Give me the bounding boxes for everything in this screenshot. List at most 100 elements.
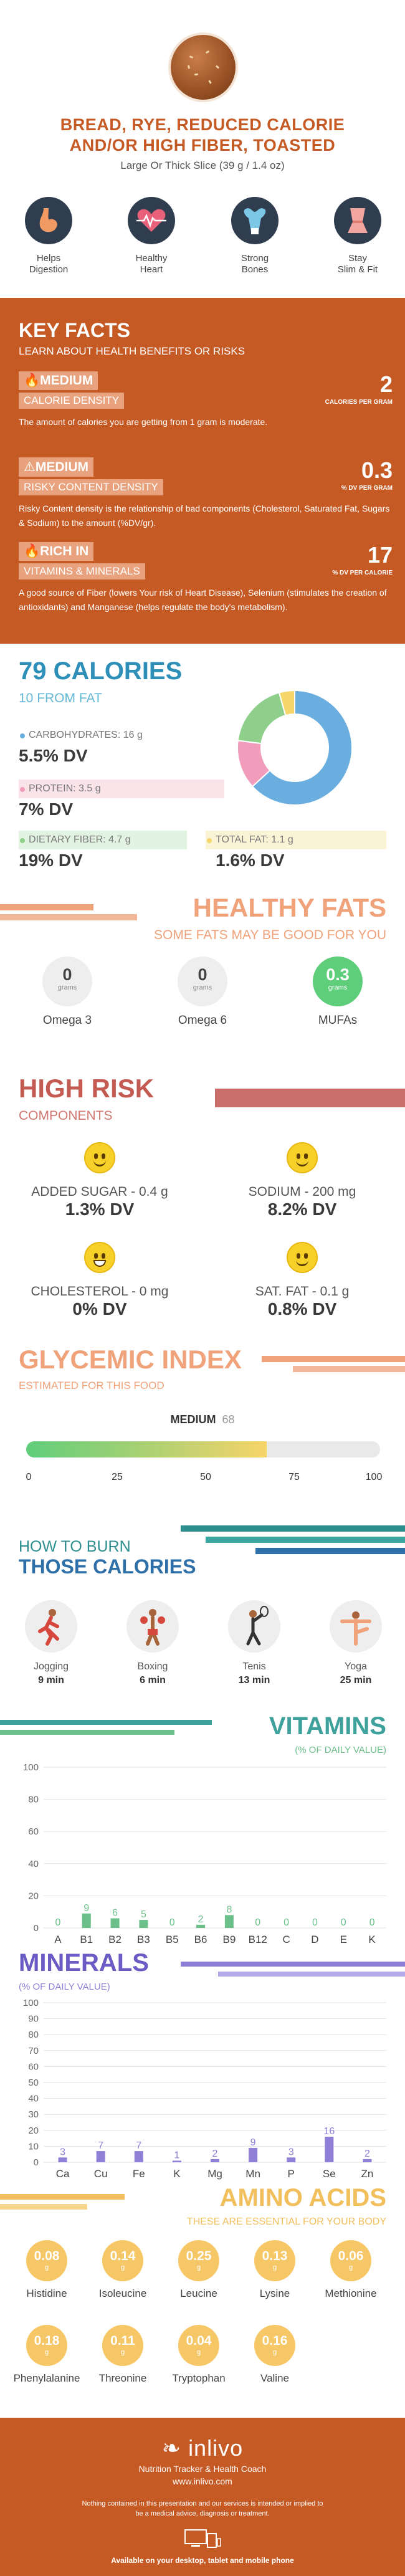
bar-value-label: 0 <box>369 1917 375 1928</box>
risk-dv: 0.8% DV <box>267 1299 337 1319</box>
fat-dv: 1.6% DV <box>216 851 285 870</box>
minerals-title: MINERALS <box>19 1949 149 1977</box>
decor-stripe <box>0 2194 125 2200</box>
bar-value-label: 9 <box>250 2137 256 2148</box>
decor-stripe <box>0 1730 174 1735</box>
food-title-line1: BREAD, RYE, REDUCED CALORIE <box>60 115 345 134</box>
brand-tagline: Nutrition Tracker & Health Coach <box>138 2464 267 2474</box>
amino-unit: g <box>196 2349 201 2356</box>
fact-name: RISKY CONTENT DENSITY <box>19 479 163 495</box>
fat-block: TOTAL FAT: 1.1 g 1.6% DV <box>206 831 386 871</box>
amino-unit: g <box>272 2264 277 2271</box>
amino-name: Threonine <box>98 2372 147 2384</box>
x-tick-label: B5 <box>166 1934 179 1945</box>
amino-isoleucine: 0.14 g Isoleucine <box>82 2240 163 2300</box>
fat-value: 0 <box>198 965 207 984</box>
x-tick-label: B3 <box>137 1934 150 1945</box>
x-tick-label: B6 <box>194 1934 207 1945</box>
fat-mufas: 0.3 grams MUFAs <box>285 956 391 1028</box>
y-tick-label: 80 <box>28 2030 39 2040</box>
decor-stripe <box>215 1089 405 1107</box>
x-tick-label: D <box>311 1934 318 1945</box>
key-facts-subtitle: LEARN ABOUT HEALTH BENEFITS OR RISKS <box>19 345 245 357</box>
fact-value: 17 <box>367 542 393 568</box>
devices-icon <box>184 2529 221 2548</box>
x-tick-label: K <box>368 1934 376 1945</box>
bone-icon <box>231 197 279 244</box>
bar-zn <box>363 2159 372 2162</box>
disclaimer: Nothing contained in this presentation a… <box>82 2500 323 2517</box>
glycemic-level: MEDIUM 68 <box>0 1413 405 1426</box>
y-tick-label: 100 <box>23 1763 39 1773</box>
high-risk-subtitle: COMPONENTS <box>19 1109 113 1123</box>
x-tick-label: C <box>282 1934 290 1945</box>
decor-stripe <box>181 1962 405 1967</box>
fiber-dv: 19% DV <box>19 851 83 870</box>
x-tick-label: A <box>54 1934 62 1945</box>
fact-level-text: MEDIUM <box>35 460 88 474</box>
activity-time: 25 min <box>340 1675 372 1686</box>
amino-value: 0.16 <box>262 2334 288 2348</box>
protein-dot <box>20 787 25 792</box>
x-tick-label: Cu <box>94 2168 108 2180</box>
fact-vitamins-minerals: 🔥RICH IN VITAMINS & MINERALS 17 % DV PER… <box>19 542 393 614</box>
bread-image <box>168 32 238 102</box>
activity-name: Yoga <box>345 1661 367 1672</box>
tennis-icon <box>228 1600 280 1653</box>
x-tick-label: Se <box>323 2168 336 2180</box>
bar-value-label: 7 <box>136 2140 141 2151</box>
y-tick-label: 10 <box>28 2141 39 2152</box>
amino-circle: 0.08 g <box>26 2240 67 2281</box>
x-tick-label: Zn <box>361 2168 374 2180</box>
scale-icon <box>334 197 381 244</box>
amino-circle: 0.16 g <box>254 2325 295 2366</box>
donut-slice-carbohydrates <box>251 689 353 806</box>
y-tick-label: 100 <box>23 1999 39 2008</box>
decor-stripe <box>0 2204 87 2210</box>
risk-label: ADDED SUGAR - 0.4 g <box>31 1185 168 1199</box>
bar-p <box>287 2157 296 2162</box>
amino-lysine: 0.13 g Lysine <box>234 2240 315 2300</box>
carbs-block: CARBOHYDRATES: 16 g 5.5% DV <box>19 726 224 766</box>
risk-added-sugar: ADDED SUGAR - 0.4 g 1.3% DV <box>12 1142 187 1219</box>
bar-fe <box>134 2151 143 2162</box>
x-tick-label: K <box>173 2168 181 2180</box>
amino-circle: 0.04 g <box>178 2325 219 2366</box>
yoga-icon <box>330 1600 382 1653</box>
bar-value-label: 6 <box>112 1908 118 1919</box>
amino-value: 0.25 <box>186 2249 212 2263</box>
bar-se <box>325 2137 334 2162</box>
healthy-fats-subtitle: SOME FATS MAY BE GOOD FOR YOU <box>153 928 386 942</box>
fact-value: 2 <box>379 371 393 397</box>
benefit-label: Slim & Fit <box>337 264 378 275</box>
amino-leucine: 0.25 g Leucine <box>158 2240 239 2300</box>
y-tick-label: 0 <box>34 1923 39 1934</box>
bar-b9 <box>224 1915 234 1928</box>
macro-donut-chart <box>237 689 353 806</box>
fiber-label: DIETARY FIBER: 4.7 g <box>29 834 131 845</box>
activity-time: 13 min <box>238 1675 270 1686</box>
activity-name: Jogging <box>33 1661 69 1672</box>
bar-b3 <box>139 1920 148 1928</box>
x-tick-label: Mn <box>245 2168 260 2180</box>
glycemic-title: GLYCEMIC INDEX <box>19 1345 242 1374</box>
amino-name: Leucine <box>180 2287 217 2299</box>
glycemic-tick: 100 <box>365 1472 383 1482</box>
food-title: BREAD, RYE, REDUCED CALORIE AND/OR HIGH … <box>0 115 405 156</box>
bar-b1 <box>82 1913 91 1928</box>
key-facts-title: KEY FACTS <box>19 319 130 341</box>
glycemic-tick: 25 <box>112 1472 123 1482</box>
food-title-line2: AND/OR HIGH FIBER, TOASTED <box>69 136 336 155</box>
carbs-label: CARBOHYDRATES: 16 g <box>29 730 143 740</box>
amino-circle: 0.13 g <box>254 2240 295 2281</box>
x-tick-label: B9 <box>223 1934 236 1945</box>
amino-circle: 0.14 g <box>102 2240 143 2281</box>
fact-name: VITAMINS & MINERALS <box>19 563 145 580</box>
bar-mn <box>249 2147 258 2162</box>
fat-circle: 0 grams <box>178 956 227 1006</box>
fat-name: MUFAs <box>318 1014 358 1027</box>
fact-risky-density: ⚠MEDIUM RISKY CONTENT DENSITY 0.3 % DV P… <box>19 457 393 530</box>
burn-title-line2: THOSE CALORIES <box>19 1555 196 1578</box>
fat-label: TOTAL FAT: 1.1 g <box>216 834 293 845</box>
amino-value: 0.04 <box>186 2334 212 2348</box>
